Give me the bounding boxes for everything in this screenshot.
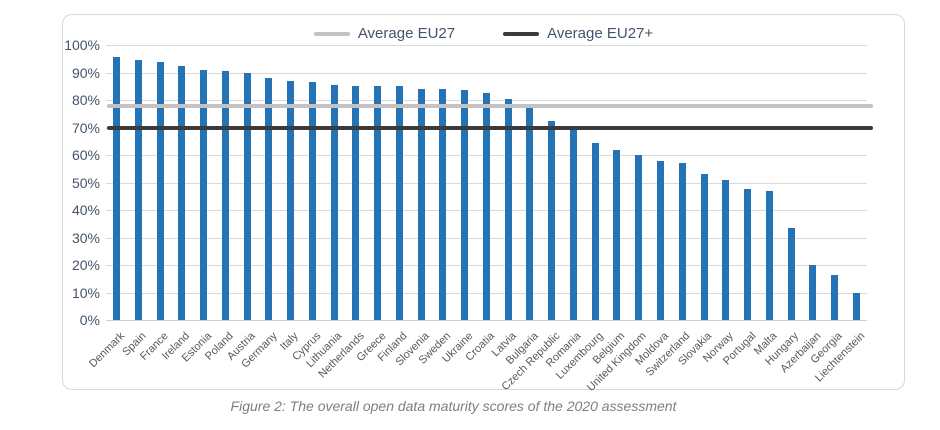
bar-norway (722, 179, 730, 320)
bar-moldova (657, 160, 664, 320)
bar-switzerland (678, 163, 686, 320)
average-eu27-line-swatch (313, 32, 350, 36)
bar-latvia (504, 98, 512, 320)
bar-netherlands (352, 86, 360, 320)
bar-lithuania (330, 84, 338, 320)
y-axis-tick-label: 30% (71, 229, 100, 246)
bar-romania (569, 128, 577, 320)
bar-spain (134, 60, 142, 320)
bar-united-kingdom (635, 155, 643, 320)
y-axis-tick-label: 80% (71, 92, 100, 108)
y-axis-tick-label: 60% (71, 147, 100, 163)
y-axis-tick-label: 100% (64, 37, 100, 53)
average-line-eu27 (107, 103, 873, 108)
legend-label-average-eu27plus: Average EU27+ (547, 25, 654, 42)
bar-liechtenstein (852, 292, 860, 320)
bar-ireland (178, 65, 186, 320)
bar-hungary (787, 227, 795, 320)
y-axis-tick-label: 90% (71, 64, 100, 81)
bar-czech-republic (548, 120, 556, 320)
bar-italy (287, 80, 295, 320)
bar-poland (221, 71, 229, 320)
figure-caption: Figure 2: The overall open data maturity… (230, 398, 677, 414)
gridline-90% (106, 72, 867, 74)
average-eu27plus-line-swatch (503, 32, 540, 36)
gridline-0% (106, 320, 867, 321)
gridline-100% (106, 45, 867, 46)
bar-bulgaria (526, 105, 534, 320)
bar-estonia (200, 69, 208, 320)
chart-frame: Average EU27 Average EU27+ 0% 10% 20% 30% 40… (62, 14, 905, 394)
legend-item-average-eu27: Average EU27 (313, 24, 456, 44)
bar-slovenia (417, 89, 425, 320)
bar-greece (374, 86, 382, 320)
bar-ukraine (461, 90, 469, 320)
legend-item-average-eu27plus: Average EU27+ (503, 24, 653, 44)
y-axis-tick-label: 50% (71, 174, 100, 191)
bar-slovakia (700, 174, 708, 320)
bar-georgia (831, 274, 839, 320)
bar-portugal (744, 189, 752, 320)
bar-germany (265, 78, 273, 320)
bar-belgium (613, 149, 621, 320)
bar-croatia (482, 93, 490, 320)
bar-france (156, 61, 164, 320)
bar-austria (243, 72, 251, 320)
bar-malta (765, 190, 773, 320)
legend-label-average-eu27: Average EU27 (357, 25, 456, 42)
y-axis-tick-label: 70% (71, 119, 100, 136)
bar-finland (395, 86, 403, 320)
bar-azerbaijan (809, 265, 817, 320)
y-axis-tick-label: 20% (71, 257, 100, 273)
bar-denmark (113, 57, 120, 320)
chart-legend: Average EU27 Average EU27+ (63, 24, 904, 44)
y-axis-tick-label: 0% (79, 312, 100, 328)
bar-luxembourg (591, 142, 599, 320)
bar-sweden (439, 89, 447, 320)
average-line-eu27plus (107, 125, 873, 130)
bar-cyprus (308, 82, 316, 320)
y-axis-tick-label: 10% (71, 284, 100, 301)
y-axis-tick-label: 40% (71, 202, 100, 218)
